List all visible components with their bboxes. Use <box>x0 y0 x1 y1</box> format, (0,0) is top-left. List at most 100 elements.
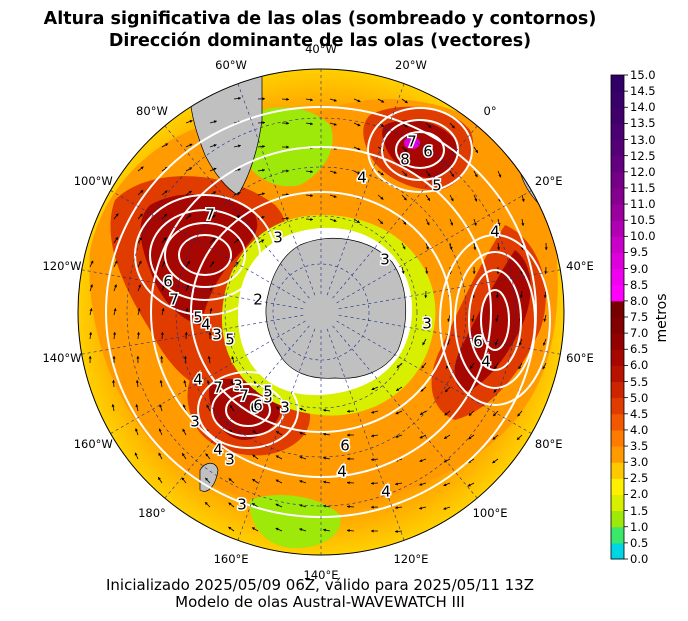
colorbar-tick-label: 9.5 <box>630 245 649 260</box>
wave-vector-head <box>140 166 144 170</box>
longitude-label: 0° <box>483 103 497 118</box>
contour-label: 7 <box>169 291 179 309</box>
wave-vector-head <box>139 237 143 241</box>
wave-vector-head <box>493 413 497 417</box>
longitude-label: 80°E <box>534 436 563 451</box>
wave-vector-head <box>419 459 423 463</box>
wave-vector-head <box>404 100 408 104</box>
wave-vector-head <box>275 503 279 507</box>
wave-vector-head <box>205 477 209 481</box>
wave-vector-head <box>450 222 454 226</box>
wave-vector-head <box>371 410 375 414</box>
colorbar-tick-label: 4.0 <box>630 422 649 437</box>
wave-vector-head <box>404 124 408 128</box>
wave-vector-head <box>420 412 424 415</box>
wave-vector-head <box>497 247 501 250</box>
wave-vector-head <box>207 380 210 384</box>
wave-vector-head <box>450 198 454 202</box>
wave-vector-head <box>181 477 185 481</box>
wave-vector-head <box>261 239 265 243</box>
wave-vector-head <box>468 412 472 416</box>
contour-label: 3 <box>273 229 283 247</box>
wave-vector-head <box>160 332 164 335</box>
colorbar-segment <box>611 446 624 463</box>
colorbar-tick-label: 2.5 <box>630 471 649 486</box>
height-contour <box>395 131 445 169</box>
wave-vector-head <box>299 528 303 532</box>
wave-vector-head <box>209 308 213 312</box>
wave-vector-head <box>347 409 350 413</box>
wave-vector-head <box>333 170 337 174</box>
wave-vector-head <box>286 216 289 220</box>
colorbar-segment <box>611 75 624 92</box>
colorbar-tick-label: 8.0 <box>630 293 649 308</box>
title-line-2: Dirección dominante de las olas (vectore… <box>108 31 532 51</box>
contour-label: 4 <box>213 441 223 459</box>
wave-vector-head <box>544 247 548 250</box>
wave-vector-head <box>474 198 478 202</box>
wave-vector-head <box>262 97 265 101</box>
wave-vector-head <box>136 332 140 335</box>
contour-label: 5 <box>432 177 442 195</box>
wave-vector-head <box>252 503 256 506</box>
wave-vector-head <box>299 407 303 411</box>
wave-vector-head <box>496 271 500 274</box>
wave-vector-head <box>235 261 239 265</box>
wave-vector-head <box>299 431 303 435</box>
height-contour <box>468 269 522 371</box>
wave-vector-head <box>164 190 168 194</box>
wave-vector-head <box>310 217 313 221</box>
wave-vector-head <box>136 356 140 359</box>
height-contour <box>381 119 459 181</box>
wave-vector-head <box>189 167 193 171</box>
meridian-line <box>336 190 532 304</box>
wave-vector-head <box>135 380 139 383</box>
wave-vector-head <box>310 98 313 102</box>
wave-vector-head <box>427 173 431 177</box>
wave-vector-head <box>444 436 448 439</box>
colorbar-tick-label: 12.5 <box>630 148 656 163</box>
wave-vector-head <box>158 452 162 456</box>
wave-vector-head <box>443 506 447 510</box>
wave-vector-head <box>371 529 374 533</box>
wave-vector-head <box>90 260 94 264</box>
wave-vector-head <box>380 123 384 127</box>
wave-vector-head <box>468 436 472 440</box>
wave-vector-head <box>299 456 303 459</box>
contour-label: 3 <box>225 451 235 469</box>
wave-vector-head <box>111 404 115 407</box>
wave-vector-head <box>237 144 241 148</box>
wave-vector-head <box>543 318 547 322</box>
colorbar-segment <box>611 204 624 221</box>
wave-vector-head <box>521 223 525 226</box>
colorbar-tick-label: 15.0 <box>630 68 656 82</box>
wave-vector-head <box>310 170 313 174</box>
wave-vector-head <box>518 366 522 370</box>
wave-vector-head <box>211 261 215 265</box>
wave-vector-head <box>115 237 118 241</box>
wave-vector-head <box>253 405 257 409</box>
contour-label: 3 <box>212 326 222 344</box>
longitude-label: 80°W <box>136 103 168 118</box>
wave-vector-head <box>402 246 406 250</box>
wave-vector-head <box>395 482 398 486</box>
colorbar-segment <box>611 171 624 189</box>
contour-label: 5 <box>225 331 235 349</box>
wave-vector-head <box>252 454 256 458</box>
wave-vector-head <box>395 506 398 510</box>
wave-vector-head <box>422 342 426 346</box>
wave-vector-head <box>160 356 164 359</box>
wave-core-east <box>454 250 531 392</box>
height-contour <box>134 194 276 316</box>
calm-area-south <box>249 495 341 549</box>
wave-vector-head <box>184 332 188 335</box>
wave-vector-head <box>189 143 193 147</box>
contour-label: 3 <box>380 251 390 269</box>
contour-label: 6 <box>163 273 173 291</box>
wave-vector-head <box>275 527 279 531</box>
wave-vector-head <box>423 318 427 322</box>
wave-vector-head <box>492 436 496 440</box>
colorbar-segment <box>611 365 624 383</box>
meridian-line <box>326 328 405 541</box>
wave-vector-head <box>90 284 93 288</box>
